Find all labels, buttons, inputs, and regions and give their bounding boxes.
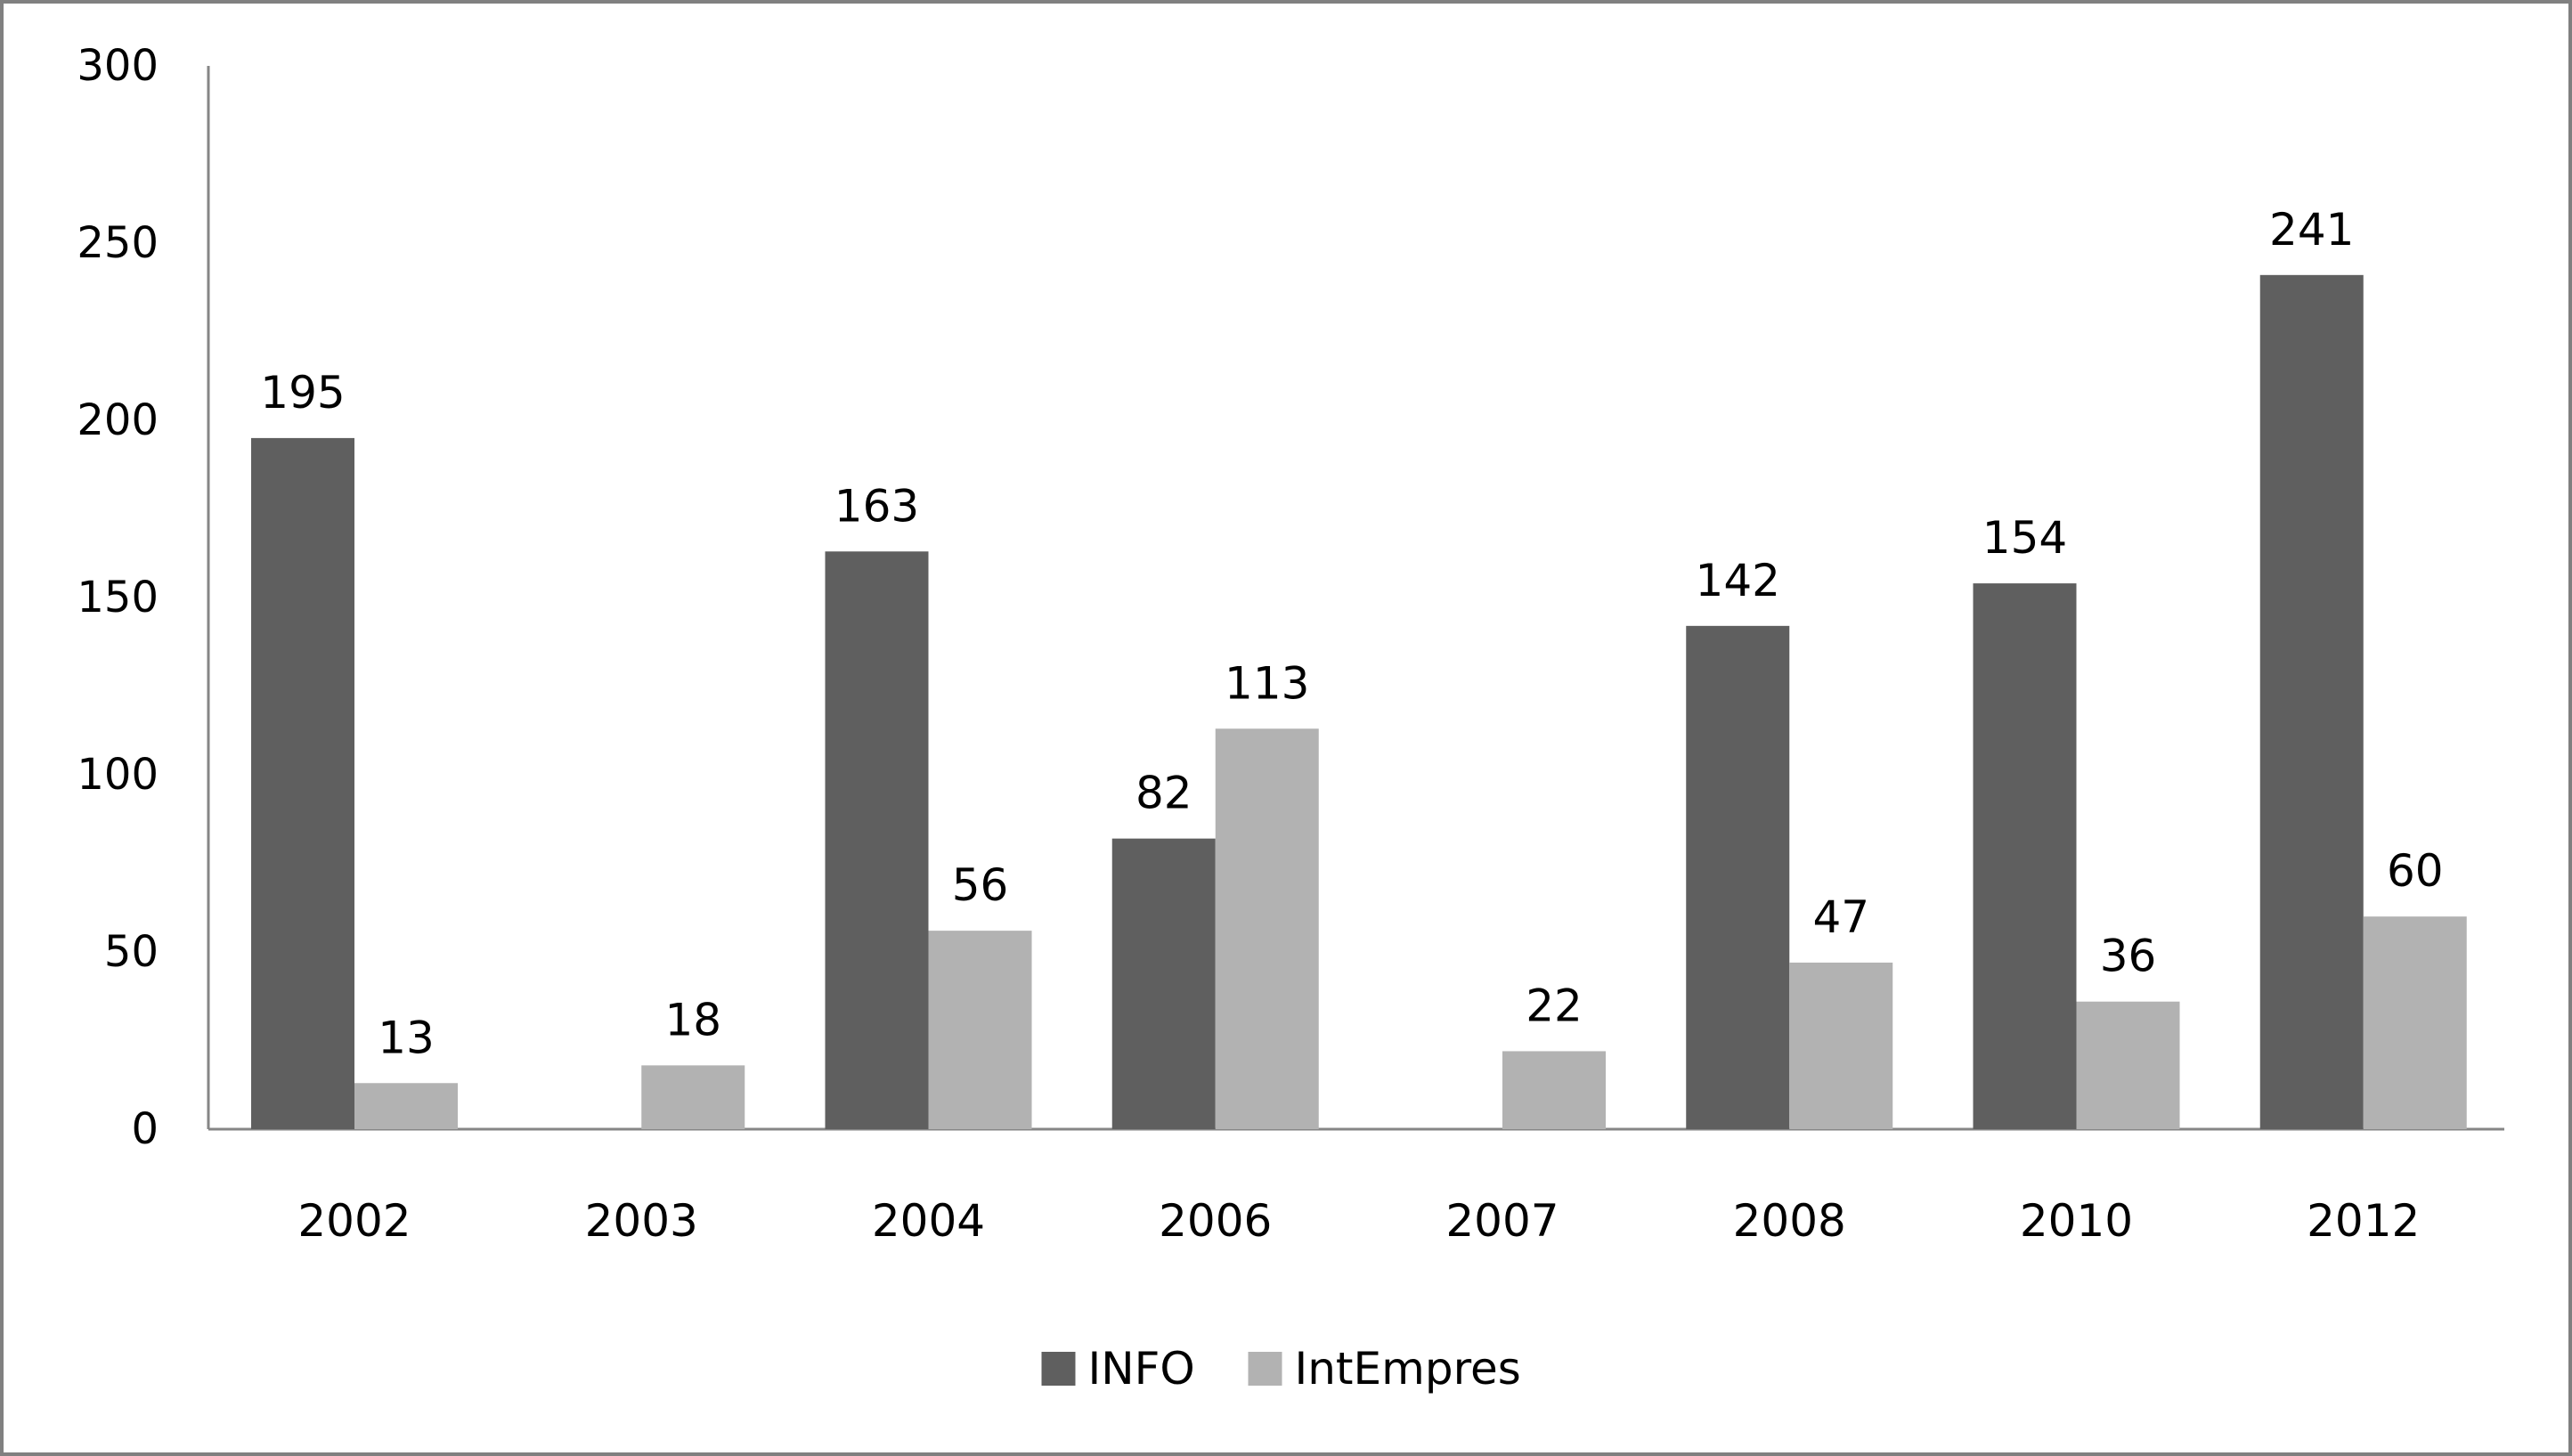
data-label-intempres-2010: 36 [2100, 931, 2157, 982]
x-tick-label: 2007 [1445, 1195, 1559, 1247]
x-tick-label: 2003 [585, 1195, 698, 1247]
bar-info-2004 [825, 551, 929, 1129]
bar-intempres-2006 [1215, 728, 1319, 1129]
bar-info-2006 [1111, 838, 1216, 1129]
bar-intempres-2003 [641, 1065, 745, 1129]
bar-info-2002 [251, 437, 354, 1129]
y-tick-label: 50 [104, 927, 159, 977]
bar-intempres-2012 [2363, 916, 2467, 1129]
legend-label-intempres: IntEmpres [1295, 1343, 1521, 1395]
data-label-info-2008: 142 [1696, 555, 1780, 606]
data-label-intempres-2004: 56 [952, 859, 1009, 911]
data-label-intempres-2008: 47 [1812, 891, 1869, 943]
x-tick-label: 2010 [2020, 1195, 2133, 1247]
bar-intempres-2008 [1789, 962, 1893, 1129]
x-tick-label: 2004 [872, 1195, 985, 1247]
data-label-intempres-2002: 13 [378, 1012, 435, 1063]
bar-info-2010 [1973, 583, 2077, 1129]
y-tick-label: 0 [131, 1104, 159, 1154]
x-axis: 2002 2003 2004 2006 2007 2008 2010 2012 [208, 1127, 2504, 1247]
bars [251, 274, 2467, 1129]
data-label-intempres-2007: 22 [1526, 980, 1583, 1031]
legend-label-info: INFO [1088, 1343, 1195, 1395]
bar-intempres-2004 [928, 931, 1032, 1129]
data-label-info-2010: 154 [1982, 512, 2067, 564]
x-tick-label: 2012 [2307, 1195, 2420, 1247]
bar-info-2012 [2259, 274, 2364, 1129]
y-tick-label: 250 [77, 218, 159, 268]
data-label-intempres-2012: 60 [2387, 845, 2444, 897]
x-tick-label: 2002 [297, 1195, 411, 1247]
data-labels: 195 13 18 163 56 82 113 22 142 47 154 36 241 60 [260, 204, 2443, 1063]
y-axis: 0 50 100 150 200 250 300 [77, 41, 210, 1154]
x-tick-label: 2008 [1733, 1195, 1846, 1247]
data-label-info-2006: 82 [1135, 768, 1192, 819]
bar-intempres-2010 [2076, 1001, 2180, 1129]
legend: INFO IntEmpres [1041, 1343, 1521, 1395]
data-label-info-2012: 241 [2269, 204, 2354, 256]
bar-intempres-2002 [354, 1083, 458, 1129]
x-tick-label: 2006 [1159, 1195, 1272, 1247]
y-tick-label: 150 [77, 573, 159, 622]
data-label-intempres-2003: 18 [664, 994, 721, 1045]
y-tick-label: 200 [77, 395, 159, 445]
legend-swatch-intempres [1248, 1352, 1282, 1386]
y-tick-label: 300 [77, 41, 159, 91]
data-label-info-2002: 195 [260, 367, 345, 419]
data-label-intempres-2006: 113 [1225, 657, 1309, 709]
y-tick-label: 100 [77, 750, 159, 800]
legend-swatch-info [1041, 1352, 1076, 1386]
bar-info-2008 [1686, 625, 1790, 1129]
data-label-info-2004: 163 [834, 480, 919, 532]
bar-intempres-2007 [1502, 1051, 1606, 1129]
